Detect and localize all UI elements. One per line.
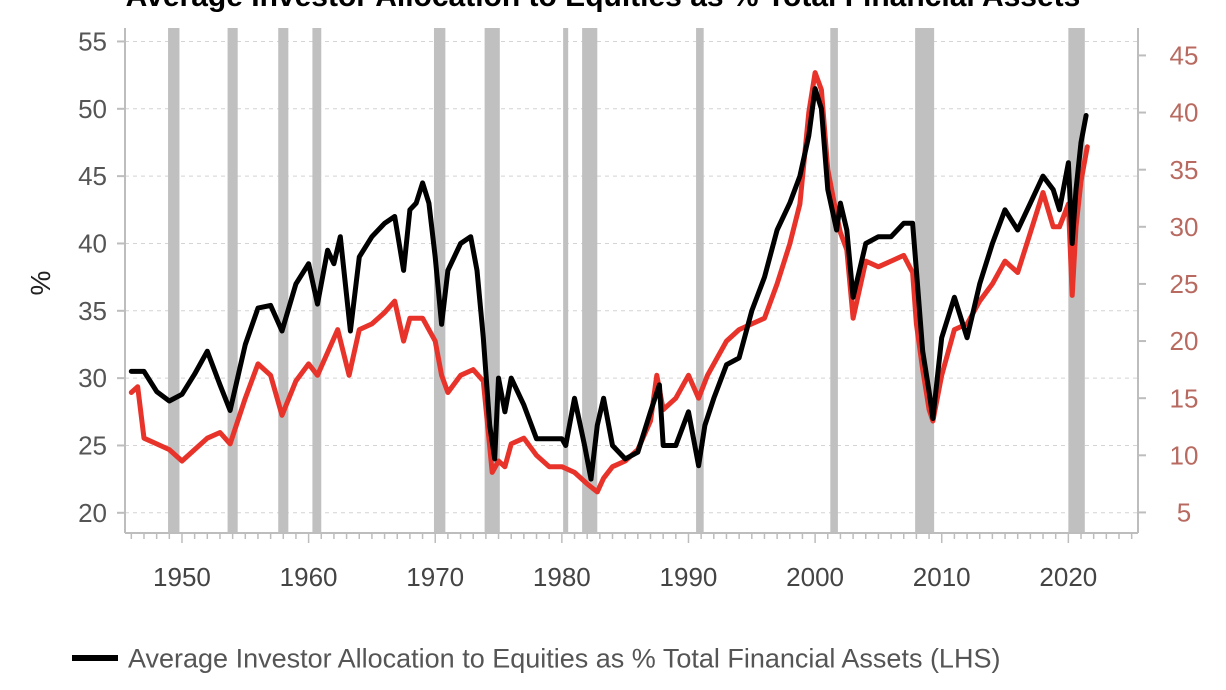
- x-tick-label: 1960: [280, 562, 338, 592]
- right-tick-label: 20: [1170, 326, 1199, 356]
- recession-band: [278, 28, 289, 533]
- x-tick-label: 1990: [660, 562, 718, 592]
- recession-band: [563, 28, 569, 533]
- left-tick-label: 45: [78, 161, 107, 191]
- legend-label: Average Investor Allocation to Equities …: [128, 643, 1000, 673]
- recession-band: [168, 28, 180, 533]
- x-tick-label: 2010: [913, 562, 971, 592]
- left-tick-label: 55: [78, 27, 107, 57]
- x-tick-label: 1970: [406, 562, 464, 592]
- left-tick-label: 20: [78, 498, 107, 528]
- recession-band: [312, 28, 322, 533]
- right-tick-label: 10: [1170, 440, 1199, 470]
- x-tick-label: 1980: [533, 562, 591, 592]
- series-line-black: [128, 86, 1089, 482]
- left-tick-label: 35: [78, 296, 107, 326]
- y-axis-label: %: [25, 271, 56, 296]
- recession-band: [582, 28, 598, 533]
- chart-title: Average Investor Allocation to Equities …: [126, 0, 1081, 13]
- left-tick-label: 50: [78, 94, 107, 124]
- x-tick-label: 1950: [153, 562, 211, 592]
- legend: Average Investor Allocation to Equities …: [72, 643, 1000, 673]
- right-tick-label: 45: [1170, 41, 1199, 71]
- right-tick-label: 25: [1170, 269, 1199, 299]
- right-tick-label: 15: [1170, 383, 1199, 413]
- right-tick-label: 5: [1177, 498, 1191, 528]
- gridlines: [125, 40, 1138, 514]
- recession-band: [830, 28, 838, 533]
- recession-band: [696, 28, 704, 533]
- left-tick-label: 30: [78, 363, 107, 393]
- left-tick-label: 40: [78, 229, 107, 259]
- left-tick-label: 25: [78, 431, 107, 461]
- right-tick-label: 40: [1170, 98, 1199, 128]
- data-series: [128, 70, 1090, 495]
- recession-band: [227, 28, 238, 533]
- x-tick-label: 2000: [786, 562, 844, 592]
- right-tick-label: 30: [1170, 212, 1199, 242]
- x-tick-label: 2020: [1039, 562, 1097, 592]
- right-tick-label: 35: [1170, 155, 1199, 185]
